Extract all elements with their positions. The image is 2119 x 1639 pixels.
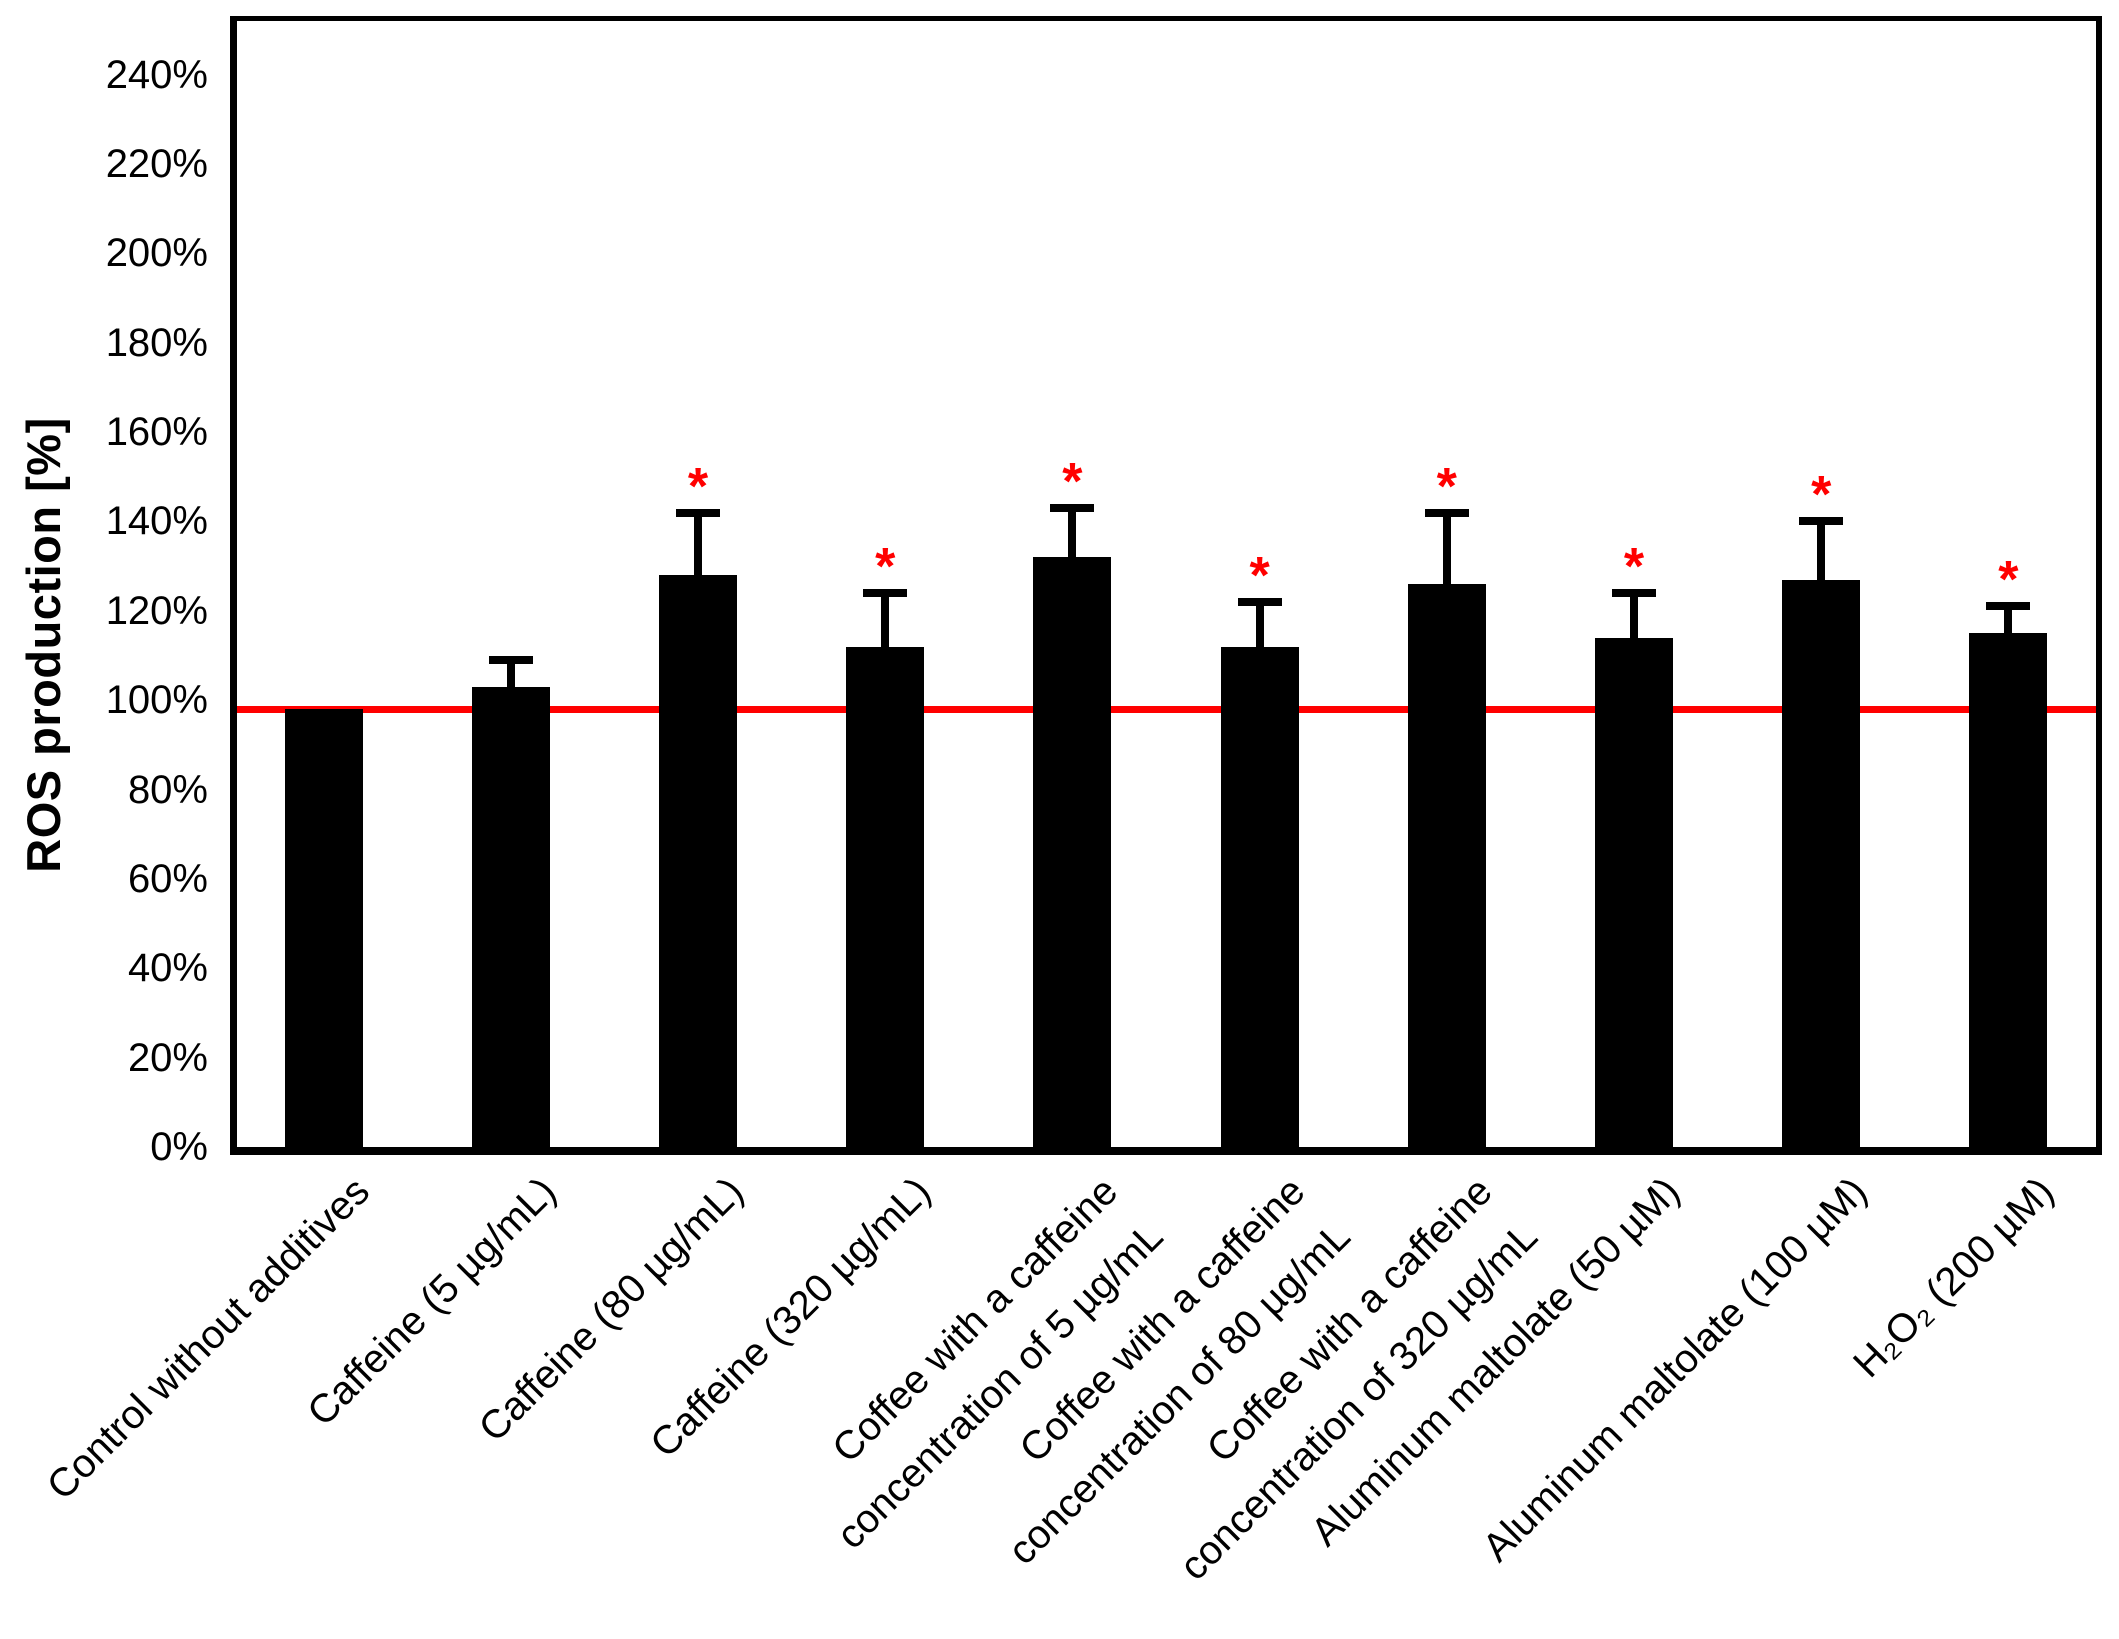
bar — [1220, 646, 1299, 1147]
significance-asterisk: * — [875, 537, 896, 596]
significance-asterisk: * — [1436, 457, 1457, 516]
significance-asterisk: * — [1623, 537, 1645, 596]
significance-asterisk: * — [1062, 453, 1083, 512]
y-tick-label: 80% — [127, 767, 208, 812]
bar — [1969, 633, 2048, 1147]
error-bar-stem — [694, 512, 702, 576]
error-bar-stem — [506, 659, 515, 687]
x-category-label: H₂O₂ (200 µM) — [1845, 1169, 2063, 1387]
significance-asterisk: * — [1249, 546, 1270, 605]
bar — [471, 686, 550, 1147]
error-bar-cap — [863, 588, 908, 597]
bar — [846, 646, 925, 1147]
bar — [1595, 637, 1673, 1147]
y-tick-label: 140% — [105, 499, 208, 544]
significance-asterisk: * — [687, 457, 709, 516]
y-tick-label: 60% — [127, 856, 208, 901]
error-bar-cap — [1986, 602, 2031, 611]
y-tick-label: 180% — [105, 320, 208, 365]
y-tick-label: 120% — [105, 588, 208, 633]
y-tick-label: 40% — [127, 946, 208, 991]
error-bar-stem — [1255, 601, 1264, 647]
y-tick-label: 200% — [105, 231, 208, 276]
y-tick-label: 100% — [105, 678, 208, 723]
error-bar-cap — [1237, 597, 1282, 606]
error-bar-stem — [1442, 512, 1451, 584]
x-category-label: Control without additives — [38, 1169, 378, 1509]
error-bar-cap — [488, 655, 533, 664]
error-bar-stem — [1068, 508, 1077, 558]
y-tick-label: 240% — [105, 52, 208, 97]
reference-line — [237, 706, 2096, 714]
bar — [659, 575, 737, 1147]
y-tick-label: 160% — [105, 410, 208, 455]
bar — [1782, 579, 1861, 1147]
error-bar-stem — [881, 592, 890, 647]
error-bar-cap — [1424, 508, 1469, 517]
bar — [1407, 584, 1486, 1147]
significance-asterisk: * — [1998, 551, 2019, 610]
error-bar-cap — [1050, 504, 1095, 513]
error-bar-stem — [2004, 606, 2013, 634]
y-tick-label: 20% — [127, 1035, 208, 1080]
y-tick-label: 220% — [105, 141, 208, 186]
significance-asterisk: * — [1811, 466, 1832, 525]
error-bar-cap — [1799, 517, 1844, 526]
error-bar-stem — [1817, 521, 1826, 580]
error-bar-stem — [1630, 592, 1638, 638]
error-bar-cap — [676, 508, 720, 517]
bar — [284, 709, 363, 1147]
bar — [1033, 557, 1112, 1147]
error-bar-cap — [1612, 588, 1656, 597]
y-tick-label: 0% — [150, 1125, 208, 1169]
